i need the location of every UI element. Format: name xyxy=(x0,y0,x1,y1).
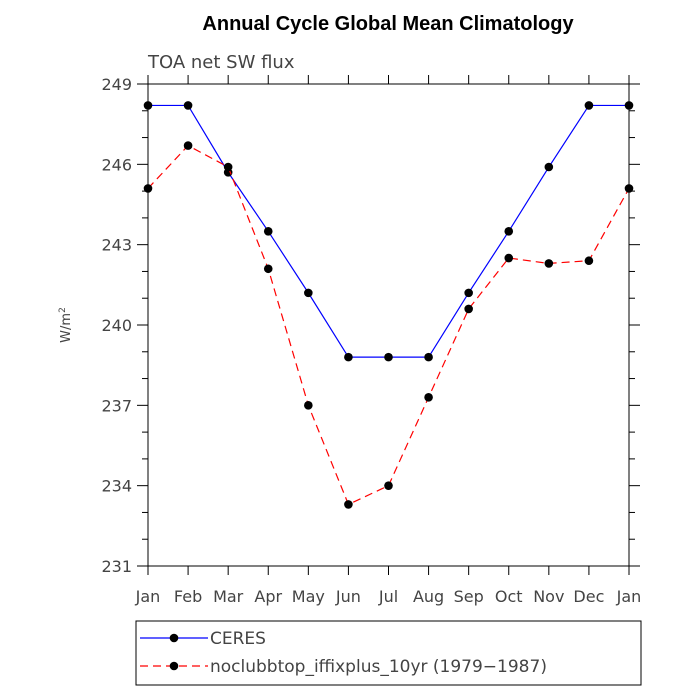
plot-area xyxy=(147,83,630,567)
x-tick-label: Mar xyxy=(213,587,244,606)
legend: CERES noclubbtop_iffixplus_10yr (1979−198… xyxy=(140,629,547,677)
x-tick-label: Feb xyxy=(174,587,202,606)
data-point-series-1 xyxy=(183,141,193,150)
x-axis: Jan Feb Mar Apr May Jun Jul Aug Sep Oct Nov Dec Jan xyxy=(135,75,642,606)
chart-subtitle: TOA net SW flux xyxy=(147,52,295,73)
legend-label-0: CERES xyxy=(210,629,266,649)
x-tick-label: Jul xyxy=(378,587,398,606)
data-point-series-1 xyxy=(143,184,153,193)
data-point-series-1 xyxy=(344,500,353,509)
y-tick-label: 237 xyxy=(101,396,132,415)
data-point-series-0 xyxy=(263,226,273,236)
y-tick-label: 234 xyxy=(101,477,132,496)
data-point-series-1 xyxy=(304,401,313,410)
x-tick-label: Jun xyxy=(335,587,361,606)
data-point-series-0 xyxy=(424,352,433,362)
legend-box xyxy=(135,620,642,686)
data-point-series-1 xyxy=(424,393,433,402)
data-point-series-1 xyxy=(223,162,233,172)
data-point-series-0 xyxy=(544,162,554,172)
data-point-series-0 xyxy=(143,101,153,110)
y-tick-label: 243 xyxy=(101,236,132,255)
x-tick-label: Dec xyxy=(573,587,604,606)
data-point-series-1 xyxy=(504,253,514,263)
data-point-series-0 xyxy=(504,226,514,236)
data-point-series-0 xyxy=(464,288,473,298)
data-point-series-1 xyxy=(584,256,594,266)
legend-label-1: noclubbtop_iffixplus_10yr (1979−1987) xyxy=(210,657,547,677)
x-tick-label: Nov xyxy=(533,587,564,606)
data-point-series-0 xyxy=(304,288,313,298)
chart-title: Annual Cycle Global Mean Climatology xyxy=(202,13,574,35)
series-line-0 xyxy=(148,104,629,358)
x-tick-label: Aug xyxy=(413,587,444,606)
y-tick-label: 246 xyxy=(101,155,132,174)
y-axis-label: W/m2 xyxy=(58,307,74,343)
x-tick-label: Apr xyxy=(254,587,282,606)
legend-marker-0 xyxy=(169,633,179,643)
data-point-series-1 xyxy=(544,259,554,268)
x-tick-label: Sep xyxy=(454,587,484,606)
y-axis: 231 234 237 240 243 246 249 xyxy=(101,75,640,576)
data-point-series-1 xyxy=(384,481,393,490)
x-tick-label: May xyxy=(292,587,325,606)
data-point-series-1 xyxy=(624,184,634,193)
y-tick-label: 240 xyxy=(101,316,132,335)
data-point-series-1 xyxy=(263,264,273,274)
data-point-series-0 xyxy=(384,352,393,362)
data-point-series-0 xyxy=(183,101,193,110)
series-layer xyxy=(143,101,634,509)
series-line-1 xyxy=(147,144,630,506)
x-tick-label: Jan xyxy=(616,587,642,606)
data-point-series-0 xyxy=(584,101,594,110)
legend-marker-1 xyxy=(169,661,179,671)
y-tick-label: 231 xyxy=(101,557,132,576)
data-point-series-0 xyxy=(344,352,353,362)
y-tick-label: 249 xyxy=(101,75,132,94)
x-tick-label: Jan xyxy=(135,587,161,606)
data-point-series-0 xyxy=(624,101,634,110)
x-tick-label: Oct xyxy=(495,587,523,606)
data-point-series-1 xyxy=(464,304,473,314)
